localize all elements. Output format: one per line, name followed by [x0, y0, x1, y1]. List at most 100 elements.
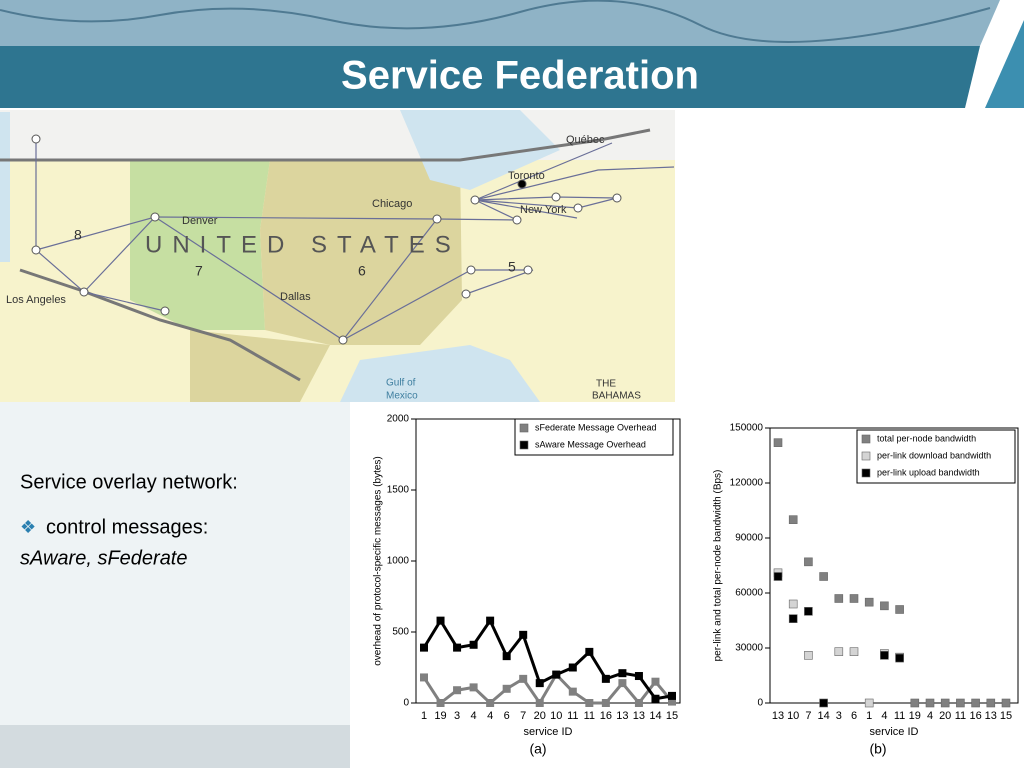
point: [486, 616, 495, 625]
point: [585, 699, 594, 707]
point: [864, 597, 874, 607]
pacific: [0, 112, 10, 262]
x-tick-label: 4: [487, 710, 493, 722]
legend-label: total per-node bandwidth: [877, 433, 976, 443]
point: [925, 698, 935, 708]
point: [773, 438, 783, 447]
point: [420, 673, 428, 682]
x-tick-label: 13: [772, 710, 784, 722]
plot-frame: [769, 427, 1019, 704]
x-axis-label: service ID: [524, 726, 573, 738]
x-tick-label: 19: [909, 710, 921, 722]
map-label: THE: [596, 379, 616, 390]
x-tick-label: 14: [817, 710, 829, 722]
legend-swatch: [861, 451, 871, 461]
y-tick-label: 60000: [735, 588, 763, 599]
point: [651, 677, 660, 686]
text-panel: [0, 402, 350, 725]
point: [469, 683, 478, 692]
map-label: Mexico: [386, 391, 418, 402]
point: [849, 594, 859, 603]
zone-6: [260, 160, 462, 345]
x-tick-label: 15: [1000, 710, 1012, 722]
point: [956, 698, 965, 708]
point: [519, 630, 528, 639]
legend-swatch: [861, 434, 871, 444]
point: [552, 670, 561, 679]
map-label: Denver: [182, 215, 218, 227]
overlay-links: [35, 139, 675, 341]
x-tick-label: 10: [787, 710, 799, 722]
x-tick-label: 14: [649, 710, 661, 722]
y-tick-label: 120000: [730, 478, 764, 489]
point: [519, 674, 528, 683]
point: [804, 651, 813, 660]
y-tick-label: 2000: [387, 414, 410, 425]
map: Québec Toronto Chicago New York Denver U…: [0, 110, 675, 402]
map-label: New York: [520, 204, 567, 216]
header-map-line: [0, 0, 991, 43]
map-label: Dallas: [280, 291, 311, 303]
point: [788, 599, 798, 609]
bullet-icon: ❖: [20, 517, 36, 537]
map-label: Gulf of: [386, 378, 416, 389]
x-tick-label: 4: [927, 710, 933, 722]
point: [819, 698, 828, 708]
point: [436, 699, 445, 707]
map-label: BAHAMAS: [592, 391, 641, 402]
point: [895, 605, 904, 614]
x-tick-label: 16: [969, 710, 981, 722]
point: [864, 698, 874, 708]
point: [502, 684, 511, 693]
y-tick-label: 0: [757, 698, 763, 709]
point: [834, 594, 844, 603]
map-label: 5: [508, 259, 516, 275]
legend-swatch: [519, 440, 529, 450]
title-banner: [0, 46, 980, 108]
series-line: [422, 617, 673, 701]
point: [773, 572, 783, 581]
point: [469, 640, 478, 649]
point: [618, 679, 627, 688]
point: [804, 557, 813, 567]
x-tick-label: 20: [939, 710, 951, 722]
y-tick-label: 1500: [387, 485, 410, 496]
x-tick-label: 6: [851, 710, 857, 722]
x-tick-label: 13: [616, 710, 628, 722]
x-tick-label: 11: [567, 710, 578, 722]
x-tick-label: 10: [550, 710, 562, 722]
x-tick-label: 3: [454, 710, 460, 722]
x-tick-label: 13: [985, 710, 997, 722]
point: [634, 699, 643, 707]
x-tick-label: 15: [666, 710, 678, 722]
point: [535, 679, 544, 688]
slide-title: Service Federation: [341, 54, 699, 98]
legend-label: sFederate Message Overhead: [535, 422, 657, 432]
x-tick-label: 4: [471, 710, 477, 722]
map-label: UNITED STATES: [145, 231, 461, 258]
legend-box: [856, 429, 1016, 484]
point: [453, 643, 462, 652]
point: [880, 601, 889, 611]
y-tick-label: 0: [403, 698, 409, 709]
x-tick-label: 20: [534, 710, 546, 722]
point: [420, 643, 428, 652]
map-label: 7: [195, 263, 203, 279]
bullet: control messages:: [46, 516, 208, 538]
point: [804, 607, 813, 616]
point: [986, 698, 996, 708]
x-tick-label: 3: [836, 710, 842, 722]
y-tick-label: 90000: [735, 533, 763, 544]
map-label: Chicago: [372, 198, 412, 210]
legend-swatch: [861, 468, 871, 478]
x-tick-label: 6: [504, 710, 510, 722]
point: [634, 672, 643, 681]
x-tick-label: 11: [894, 710, 905, 722]
point: [651, 694, 660, 703]
map-label: Toronto: [508, 170, 545, 182]
zone-6b: [190, 330, 330, 402]
overlay-nodes: [31, 134, 622, 345]
x-tick-label: 19: [434, 710, 446, 722]
banner-accent: [985, 20, 1024, 108]
